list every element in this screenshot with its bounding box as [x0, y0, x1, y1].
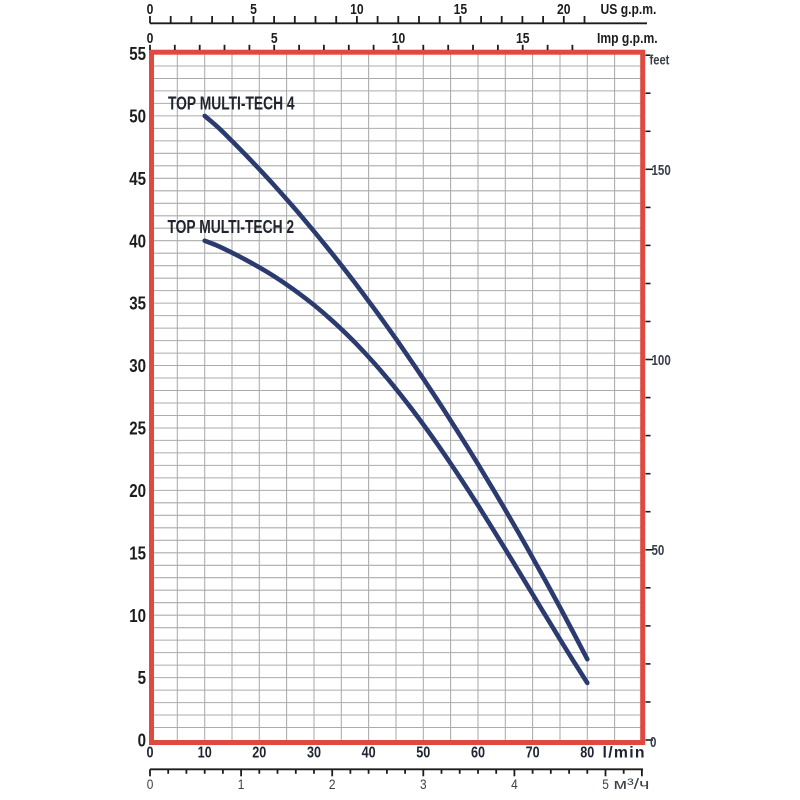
svg-text:5: 5	[271, 30, 278, 46]
svg-text:25: 25	[129, 418, 146, 439]
svg-text:3: 3	[420, 776, 427, 792]
svg-text:4: 4	[511, 776, 518, 792]
svg-text:0: 0	[147, 1, 154, 17]
svg-text:60: 60	[471, 743, 485, 760]
svg-text:15: 15	[516, 30, 530, 46]
svg-text:5: 5	[602, 776, 609, 792]
svg-text:70: 70	[526, 743, 540, 760]
svg-text:feet: feet	[650, 52, 671, 67]
svg-text:30: 30	[307, 743, 321, 760]
svg-text:TOP MULTI-TECH 4: TOP MULTI-TECH 4	[168, 94, 295, 115]
svg-text:20: 20	[129, 481, 146, 502]
svg-text:0: 0	[138, 730, 146, 751]
svg-text:40: 40	[362, 743, 376, 760]
svg-text:50: 50	[416, 743, 430, 760]
svg-text:50: 50	[652, 542, 665, 559]
svg-text:15: 15	[129, 543, 146, 564]
svg-text:80: 80	[580, 743, 594, 760]
svg-text:150: 150	[652, 161, 671, 178]
svg-text:5: 5	[250, 1, 257, 17]
svg-text:40: 40	[129, 231, 146, 252]
svg-text:20: 20	[557, 1, 570, 17]
svg-text:м³/ч: м³/ч	[614, 775, 650, 792]
svg-text:10: 10	[350, 1, 363, 17]
svg-text:15: 15	[454, 1, 468, 17]
svg-text:35: 35	[129, 293, 146, 314]
svg-text:0: 0	[147, 30, 154, 46]
svg-text:l/min: l/min	[603, 744, 646, 761]
svg-text:50: 50	[129, 106, 146, 127]
svg-text:0: 0	[146, 743, 153, 760]
svg-text:1: 1	[238, 776, 245, 792]
svg-text:TOP MULTI-TECH 2: TOP MULTI-TECH 2	[168, 217, 295, 238]
svg-text:20: 20	[252, 743, 266, 760]
svg-text:30: 30	[129, 356, 146, 377]
svg-text:10: 10	[392, 30, 405, 46]
svg-text:US g.p.m.: US g.p.m.	[601, 1, 657, 17]
svg-text:100: 100	[652, 351, 671, 368]
svg-text:5: 5	[138, 668, 146, 689]
svg-text:10: 10	[198, 743, 212, 760]
svg-text:55: 55	[129, 44, 146, 65]
svg-text:Imp g.p.m.: Imp g.p.m.	[597, 30, 658, 46]
svg-text:45: 45	[129, 168, 146, 189]
svg-text:2: 2	[329, 776, 336, 792]
svg-text:0: 0	[650, 733, 656, 750]
svg-text:10: 10	[129, 605, 146, 626]
svg-text:0: 0	[147, 776, 154, 792]
